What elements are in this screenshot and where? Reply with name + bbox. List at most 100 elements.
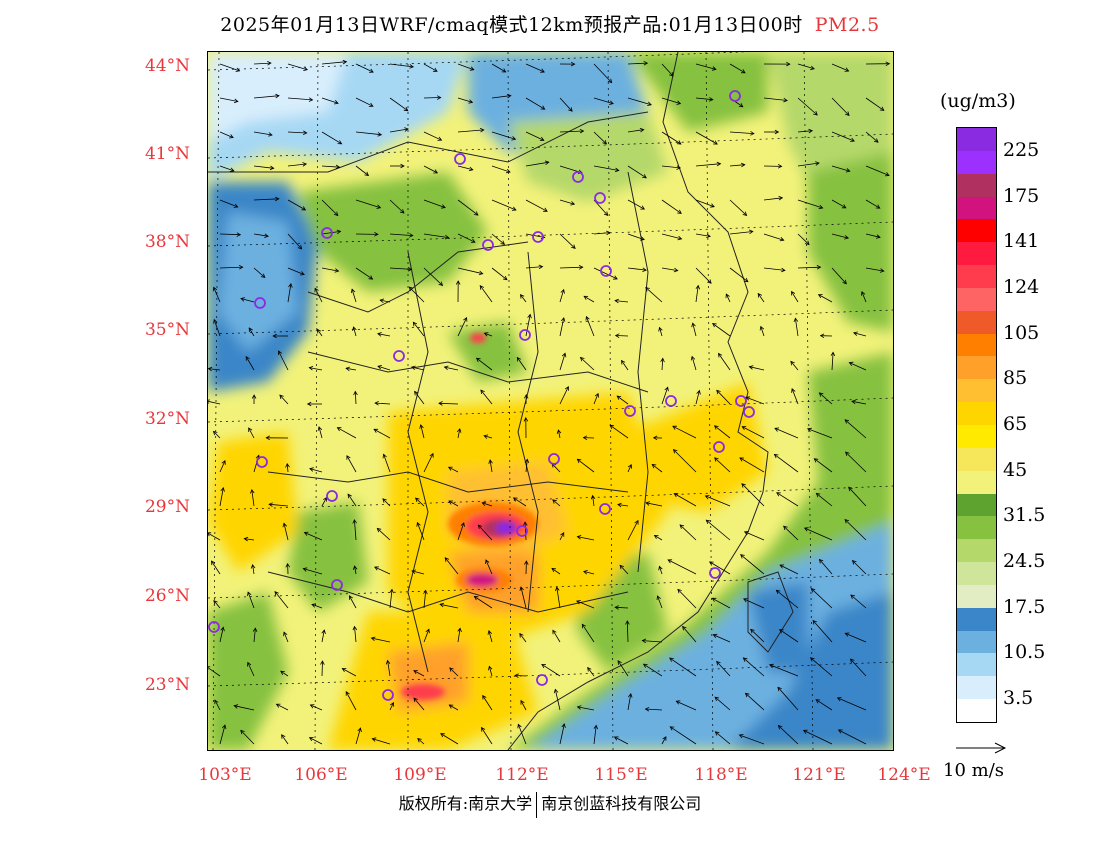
wind-arrow	[287, 199, 306, 211]
wind-arrow-head	[777, 164, 783, 169]
wind-arrow	[389, 128, 409, 133]
wind-arrow	[617, 504, 629, 507]
wind-arrow	[219, 233, 241, 236]
wind-arrow-head	[748, 229, 754, 235]
wind-arrow-head	[750, 131, 755, 136]
wind-arrow-head	[786, 61, 791, 67]
wind-arrow-head	[317, 426, 323, 431]
wind-arrow	[423, 199, 446, 208]
wind-arrow	[412, 322, 425, 337]
wind-arrow-head	[583, 570, 588, 575]
wind-arrow	[208, 400, 221, 405]
wind-arrow-head	[481, 726, 486, 732]
wind-arrow	[552, 630, 561, 643]
wind-arrow	[525, 233, 545, 238]
wind-arrow	[714, 696, 731, 711]
wind-arrow	[309, 468, 323, 473]
wind-arrow-head	[673, 493, 679, 498]
wind-arrow-head	[480, 389, 485, 395]
wind-arrow	[287, 97, 313, 101]
wind-arrow	[627, 199, 645, 210]
wind-arrow-head	[267, 61, 272, 66]
wind-arrow	[559, 532, 565, 541]
wind-arrow	[423, 233, 449, 238]
wind-arrow-head	[235, 67, 241, 72]
wind-arrow-head	[213, 318, 218, 324]
wind-arrow	[714, 457, 731, 473]
wind-arrow-head	[553, 688, 559, 694]
wind-arrow	[627, 520, 639, 541]
wind-arrow-head	[561, 723, 566, 728]
wind-arrow	[283, 632, 289, 643]
wind-arrow	[389, 589, 393, 609]
wind-arrow-head	[211, 560, 216, 566]
wind-arrow-head	[818, 392, 824, 397]
wind-arrow-head	[408, 286, 414, 292]
wind-arrow	[347, 493, 357, 507]
wind-arrow-head	[316, 328, 322, 334]
wind-arrow-head	[302, 130, 308, 136]
wind-arrow	[865, 267, 884, 272]
wind-arrow	[592, 495, 595, 507]
wind-arrow	[287, 131, 307, 134]
wind-arrow	[643, 663, 663, 677]
wind-arrow	[457, 317, 467, 337]
wind-arrow	[377, 528, 391, 541]
wind-arrow-head	[552, 499, 557, 504]
wind-arrow-head	[844, 235, 850, 240]
wind-arrow-head	[705, 519, 711, 525]
wind-arrow-head	[783, 97, 788, 103]
wind-arrow	[482, 502, 493, 507]
wind-arrow	[769, 664, 799, 677]
wind-arrow-head	[841, 204, 847, 209]
wind-arrow-head	[742, 657, 748, 662]
wind-arrow	[314, 288, 323, 303]
wind-arrow-head	[716, 660, 721, 666]
wind-arrow	[615, 606, 629, 609]
wind-arrow	[520, 700, 527, 711]
wind-arrow-head	[440, 733, 445, 738]
title-main: 2025年01月13日WRF/cmaq模式12km预报产品:01月13日00时	[220, 14, 803, 36]
wind-arrow	[627, 129, 644, 133]
wind-arrow-head	[460, 522, 465, 527]
wind-arrow	[593, 725, 597, 745]
wind-arrow	[674, 493, 697, 507]
lat-label-41: 41°N	[144, 144, 190, 164]
wind-arrow	[791, 291, 799, 303]
wind-arrow	[321, 61, 347, 65]
wind-arrow-head	[725, 293, 730, 299]
lon-label-118: 118°E	[694, 765, 748, 785]
wind-arrow-head	[642, 663, 648, 668]
wind-arrow-head	[607, 78, 613, 84]
copyright-text: 版权所有:南京大学	[398, 794, 533, 813]
wind-arrow-head	[561, 352, 567, 358]
wind-arrow	[287, 163, 307, 167]
map-panel[interactable]	[207, 51, 894, 751]
wind-arrow	[709, 561, 731, 575]
wind-arrow-head	[512, 497, 518, 502]
legend-swatch	[957, 196, 996, 220]
wind-arrow-head	[669, 726, 675, 731]
wind-arrow-head	[676, 100, 682, 105]
wind-arrow-head	[488, 665, 493, 671]
wind-arrow-head	[875, 204, 881, 209]
wind-arrow	[692, 323, 697, 337]
wind-arrow-head	[523, 393, 529, 399]
wind-arrow-head	[373, 428, 379, 433]
wind-arrow-head	[676, 165, 682, 170]
wind-arrow	[491, 267, 508, 281]
wind-arrow	[741, 483, 765, 507]
wind-arrow	[849, 362, 867, 371]
wind-arrow-head	[585, 315, 590, 321]
wind-arrow-head	[348, 595, 353, 600]
wind-arrow	[413, 697, 425, 711]
wind-arrow	[831, 267, 847, 285]
wind-arrow-head	[807, 427, 812, 433]
wind-arrow-head	[560, 288, 565, 294]
wind-arrow	[621, 360, 629, 371]
wind-arrow	[712, 323, 731, 337]
wind-arrow-head	[250, 563, 256, 569]
wind-arrow	[661, 358, 664, 371]
wind-arrow	[253, 233, 269, 237]
wind-arrow	[321, 497, 327, 507]
